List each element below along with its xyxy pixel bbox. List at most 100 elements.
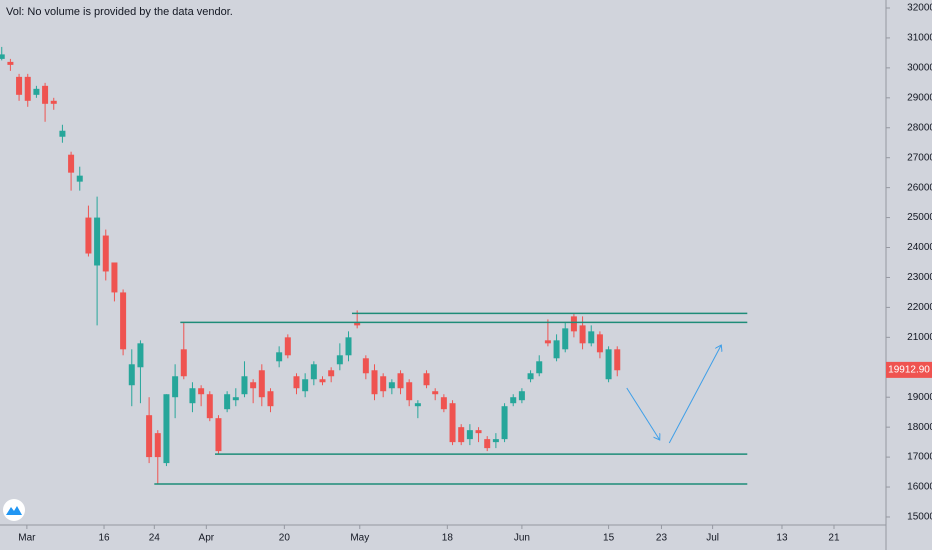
x-tick-label: May [350,533,369,544]
candle-body [319,379,326,383]
candle-body [42,85,49,104]
y-tick-label: 28000.00 [907,122,932,133]
candle-body [198,388,205,395]
last-price-box [886,361,932,378]
candle-body [224,394,231,410]
candle-body [354,322,361,326]
candle-body [406,382,413,401]
candle-body [544,340,551,344]
x-tick-label: Jun [514,533,530,544]
candle-body [501,406,508,440]
candle-body [7,61,14,65]
y-tick-label: 18000.00 [907,422,932,433]
candle-body [232,397,239,401]
logo[interactable] [3,499,25,521]
y-tick-label: 19000.00 [907,392,932,403]
candle-body [267,391,274,407]
candle-body [536,361,543,374]
candle-body [163,394,170,464]
x-tick-label: Jul [706,533,719,544]
candle-body [68,154,75,173]
y-tick-label: 27000.00 [907,152,932,163]
candle-body [33,88,40,95]
x-tick-label: 23 [656,533,668,544]
candle-body [120,292,127,350]
candle-body [328,370,335,377]
projection-arrow [668,345,721,444]
last-price-label: 19912.90 [888,365,930,376]
y-tick-label: 32000.00 [907,3,932,14]
y-tick-label: 17000.00 [907,452,932,463]
candle-body [241,376,248,395]
candle-body [518,391,525,401]
candle-body [562,328,569,350]
x-tick-label: 21 [828,533,840,544]
x-tick-label: 20 [279,533,291,544]
y-tick-label: 21000.00 [907,332,932,343]
logo-mark[interactable] [6,506,22,515]
candle-body [579,325,586,344]
candle-body [16,76,23,95]
candle-body [258,370,265,398]
candle-body [276,352,283,362]
x-tick-label: 18 [442,533,454,544]
candle-body [154,433,161,458]
y-tick-label: 31000.00 [907,33,932,44]
candle-body [397,373,404,389]
y-tick-label: 26000.00 [907,182,932,193]
candle-body [362,358,369,374]
candle-body [111,262,118,293]
candle-body [440,397,447,410]
candle-body [189,388,196,404]
candle-body [449,403,456,443]
x-tick-label: 13 [776,533,788,544]
candle-body [484,439,491,449]
candle-body [527,373,534,380]
candle-body [284,337,291,356]
y-tick-label: 29000.00 [907,92,932,103]
y-tick-label: 15000.00 [907,512,932,523]
y-tick-label: 22000.00 [907,302,932,313]
candle-body [423,373,430,386]
candle-body [432,391,439,395]
candle-body [137,343,144,368]
y-tick-label: 16000.00 [907,482,932,493]
candle-body [414,403,421,407]
candle-body [302,379,309,392]
projection-arrow [626,387,660,440]
candle-body [596,334,603,353]
candle-body [475,430,482,434]
candle-body [206,394,213,419]
candle-body [0,54,5,59]
candle-body [76,175,83,182]
candle-body [215,418,222,452]
candle-body [180,349,187,377]
candle-body [310,364,317,380]
candle-body [59,130,66,137]
candle-body [128,364,135,386]
candle-body [250,382,257,389]
candle-body [293,376,300,389]
candle-body [492,439,499,443]
x-tick-label: 24 [149,533,161,544]
candle-body [380,376,387,392]
y-tick-label: 24000.00 [907,242,932,253]
x-tick-label: Mar [18,533,36,544]
candle-body [24,76,31,101]
x-tick-label: Apr [199,533,215,544]
logo-circle[interactable] [3,499,25,521]
candle-body [510,397,517,404]
candle-body [172,376,179,398]
candle-body [553,340,560,359]
candle-body [85,217,92,254]
y-tick-label: 25000.00 [907,212,932,223]
y-tick-label: 23000.00 [907,272,932,283]
candle-body [94,217,101,266]
candle-body [605,349,612,380]
y-tick-label: 30000.00 [907,63,932,74]
x-tick-label: 15 [603,533,615,544]
volume-note: Vol: No volume is provided by the data v… [6,6,233,18]
candle-body [345,337,352,356]
